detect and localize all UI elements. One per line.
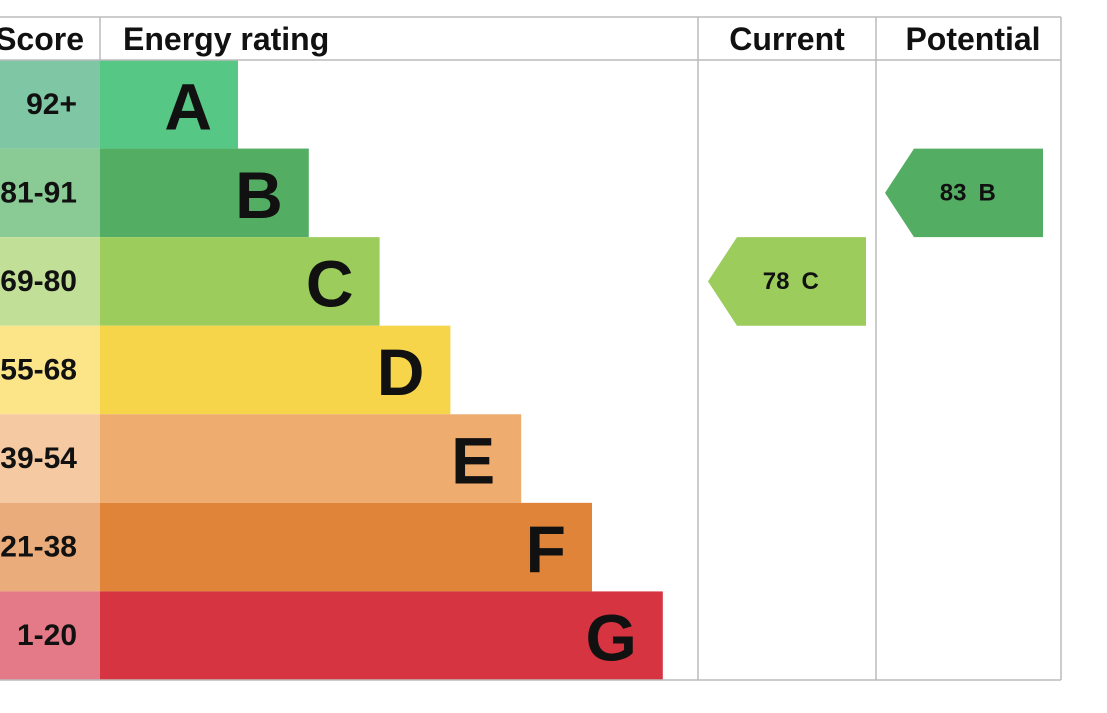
band-letter: D — [377, 335, 425, 409]
score-range: 1-20 — [17, 619, 77, 652]
rating-score: 83 — [940, 179, 967, 206]
score-cell — [0, 591, 100, 680]
rating-bar — [100, 591, 663, 680]
band-letter: A — [164, 69, 212, 143]
score-cell — [0, 414, 100, 503]
score-cell — [0, 325, 100, 415]
rating-arrow — [708, 237, 866, 326]
score-cell — [0, 502, 100, 592]
rating-band: B — [979, 179, 996, 206]
band-letter: B — [235, 158, 283, 232]
rating-band: C — [802, 268, 819, 295]
header-current: Current — [729, 21, 845, 57]
rating-bar — [100, 237, 380, 326]
rating-bar — [100, 148, 309, 238]
header-rating: Energy rating — [123, 21, 329, 57]
header-potential: Potential — [905, 21, 1040, 57]
rating-bar — [100, 414, 522, 503]
score-cell — [0, 60, 100, 149]
current-rating: 78 C — [708, 237, 866, 326]
potential-rating: 83 B — [885, 148, 1043, 238]
score-range: 69-80 — [0, 265, 77, 298]
score-range: 55-68 — [0, 353, 77, 386]
band-letter: F — [526, 512, 566, 586]
bands: 92+ A 81-91 B 69-80 C 55-68 D 39-54 E 21-38 F 1-20 G — [0, 60, 663, 680]
score-cell — [0, 148, 100, 238]
header-score: Score — [0, 21, 84, 57]
rating-bar — [100, 325, 451, 415]
band-letter: C — [306, 246, 354, 320]
score-range: 81-91 — [0, 176, 77, 209]
rating-bar — [100, 502, 592, 592]
rating-score: 78 — [763, 268, 790, 295]
rating-bar — [100, 60, 238, 149]
score-cell — [0, 237, 100, 326]
band-letter: G — [585, 601, 636, 675]
band-letter: E — [451, 424, 495, 498]
table-frame — [0, 16, 1062, 681]
rating-arrow — [885, 148, 1043, 238]
score-range: 39-54 — [0, 442, 77, 475]
score-range: 21-38 — [0, 531, 77, 564]
score-range: 92+ — [26, 88, 77, 121]
